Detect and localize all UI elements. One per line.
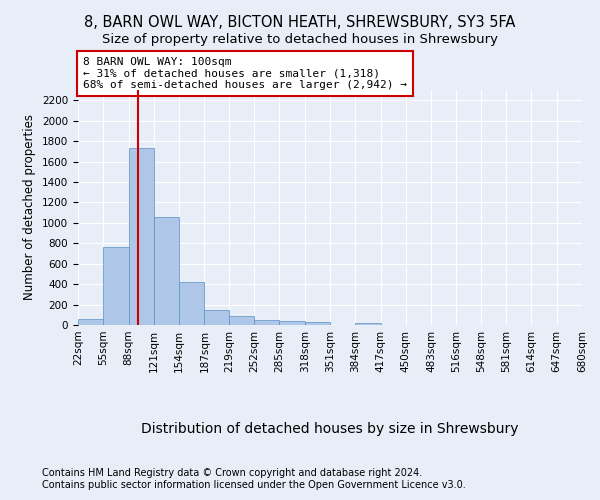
Bar [179,282,205,325]
Y-axis label: Number of detached properties: Number of detached properties [23,114,37,300]
Bar [128,148,154,325]
Bar [305,322,330,325]
Bar [205,310,229,325]
Bar [103,248,128,325]
Text: Contains public sector information licensed under the Open Government Licence v3: Contains public sector information licen… [42,480,466,490]
Text: Contains HM Land Registry data © Crown copyright and database right 2024.: Contains HM Land Registry data © Crown c… [42,468,422,477]
Text: 8, BARN OWL WAY, BICTON HEATH, SHREWSBURY, SY3 5FA: 8, BARN OWL WAY, BICTON HEATH, SHREWSBUR… [85,15,515,30]
Text: Distribution of detached houses by size in Shrewsbury: Distribution of detached houses by size … [141,422,519,436]
Text: 8 BARN OWL WAY: 100sqm
← 31% of detached houses are smaller (1,318)
68% of semi-: 8 BARN OWL WAY: 100sqm ← 31% of detached… [83,57,407,90]
Bar [229,316,254,325]
Bar [280,321,305,325]
Bar [254,320,280,325]
Bar [78,320,103,325]
Bar [355,323,380,325]
Text: Size of property relative to detached houses in Shrewsbury: Size of property relative to detached ho… [102,32,498,46]
Bar [154,216,179,325]
